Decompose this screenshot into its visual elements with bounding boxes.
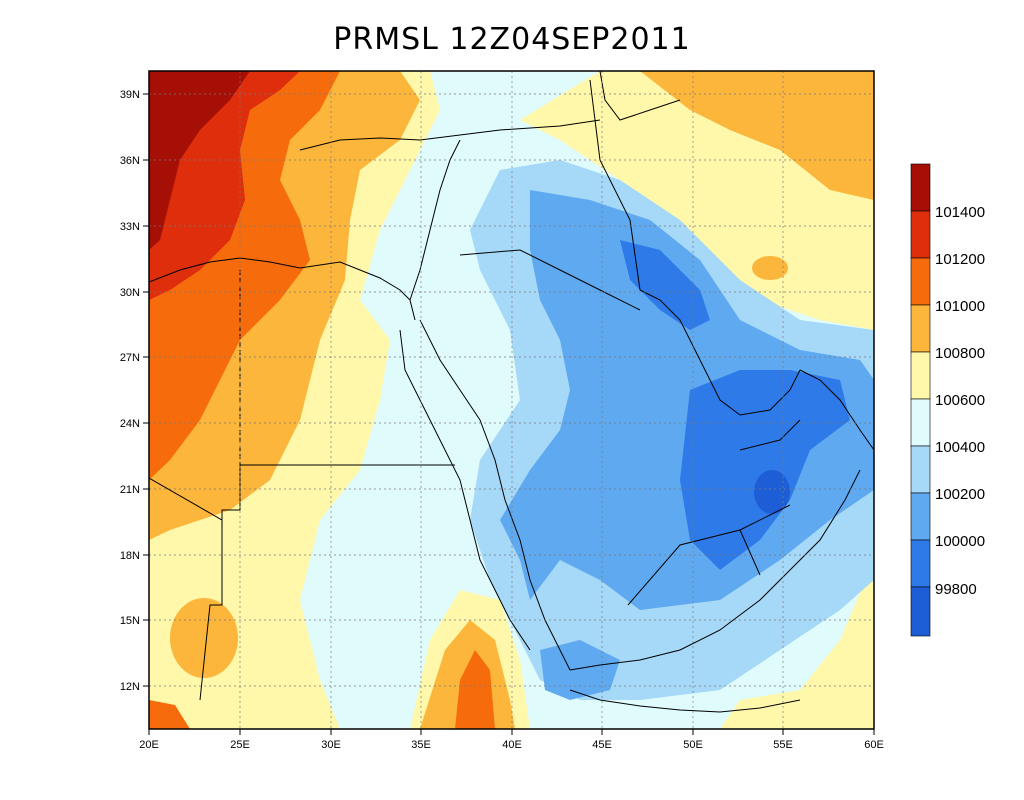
coastline-horn-africa [569,689,801,713]
colorbar-swatch [910,492,931,541]
border-sudan-chad [199,520,223,701]
field-100800-southwest [170,598,238,678]
border-saudi-north [459,249,641,311]
colorbar-label: 100800 [935,345,985,362]
map-title: PRMSL 12Z04SEP2011 [333,22,691,57]
coastline-red-sea-west [399,329,531,651]
field-101000-southwest-corner [149,700,190,729]
lat-tick-label: 21N [120,484,140,496]
border-iraq-iran [589,79,641,291]
colorbar-swatch [910,257,931,306]
field-99600-core [754,470,790,514]
colorbar-label: 100400 [935,439,985,456]
lon-tick-label: 30E [321,739,341,751]
colorbar-swatch [910,398,931,447]
coastlines-and-borders [149,71,874,713]
field-100600-southeast [720,560,874,729]
colorbar-swatch [910,351,931,400]
lat-tick-label: 24N [120,418,140,430]
lat-axis: 39N 36N 33N 30N 27N 24N 21N 18N 15N 12N [120,89,149,693]
field-101000-south [455,650,495,729]
field-100000-south [540,640,620,700]
field-100800-blob [752,256,788,280]
colorbar-label: 101000 [935,298,985,315]
lon-tick-label: 25E [230,739,250,751]
lon-tick-label: 50E [683,739,703,751]
pressure-contour-fills [149,71,874,729]
lon-tick-label: 55E [773,739,793,751]
coastline-turkey [299,119,601,151]
border-libya-chad-sudan [149,465,241,521]
lon-tick-label: 60E [864,739,884,751]
lat-tick-label: 12N [120,681,140,693]
colorbar-swatch [910,445,931,494]
colorbar-label: 101400 [935,204,985,221]
field-99800-north [620,240,710,330]
colorbar: 101400 101200 101000 100800 100600 10040… [910,163,985,637]
colorbar-swatch [910,539,931,588]
coastline-caspian [599,71,681,121]
coastline-arabia-south [569,469,861,671]
lat-tick-label: 39N [120,89,140,101]
coastline-levant [409,139,461,301]
field-101400-northwest [149,71,250,250]
lat-tick-label: 27N [120,352,140,364]
border-uae-saudi [739,419,801,451]
border-saudi-yemen-oman [627,504,791,606]
field-100800-northeast [640,71,874,200]
graticule [149,71,874,729]
colorbar-label: 100200 [935,486,985,503]
coastline-north-africa [149,257,416,321]
colorbar-swatch [910,210,931,259]
lat-tick-label: 15N [120,615,140,627]
colorbar-label: 101200 [935,251,985,268]
colorbar-label: 99800 [935,581,977,598]
colorbar-label: 100600 [935,392,985,409]
coastline-red-sea-east [419,319,571,671]
lon-tick-label: 45E [592,739,612,751]
lat-tick-label: 30N [120,287,140,299]
lat-tick-label: 33N [120,221,140,233]
colorbar-swatch [910,163,931,212]
lat-tick-label: 18N [120,550,140,562]
colorbar-swatch [910,304,931,353]
lon-tick-label: 20E [139,739,159,751]
lat-tick-label: 36N [120,155,140,167]
colorbar-swatch [910,586,931,637]
colorbar-label: 100000 [935,533,985,550]
field-99800-east [680,370,850,570]
border-yemen-oman [739,529,761,576]
lon-axis: 20E 25E 30E 35E 40E 45E 50E 55E 60E [139,729,884,751]
coastline-oman [799,369,874,451]
lon-tick-label: 35E [411,739,431,751]
lon-tick-label: 40E [502,739,522,751]
